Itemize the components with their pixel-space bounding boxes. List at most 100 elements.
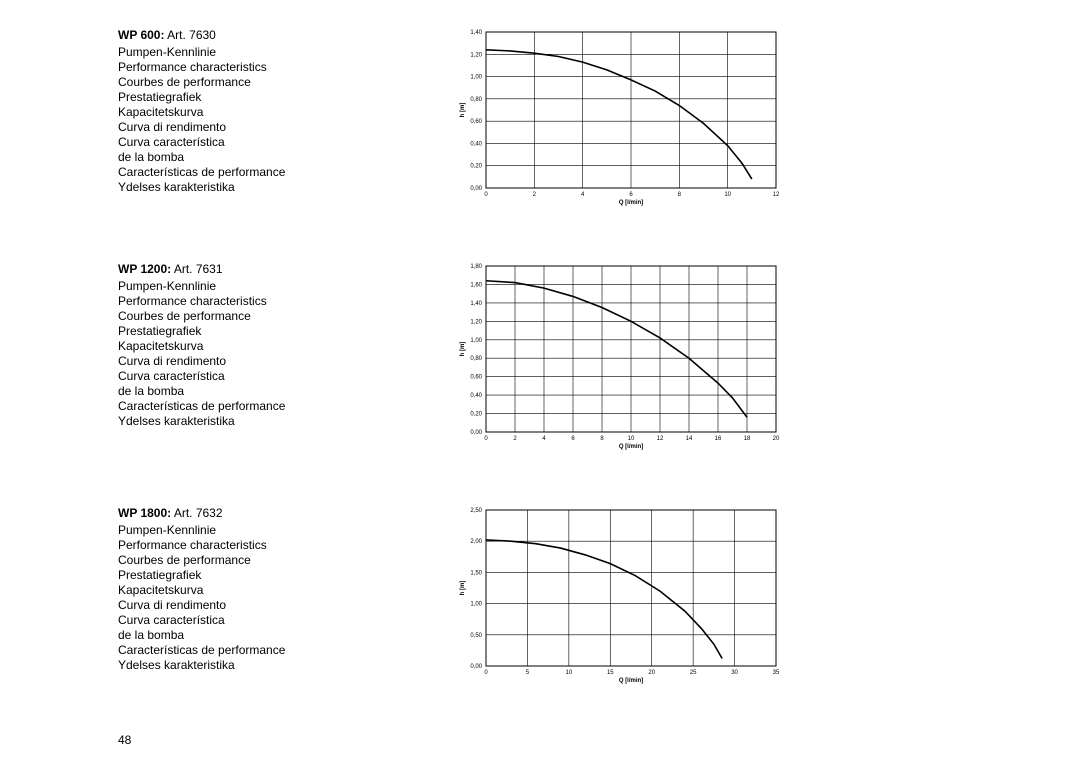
svg-text:2: 2 — [533, 192, 537, 198]
description-line: Performance characteristics — [118, 294, 458, 309]
text-column: WP 1200: Art. 7631 Pumpen-KennliniePerfor… — [118, 262, 458, 429]
description-line: Características de performance — [118, 643, 458, 658]
svg-text:h [m]: h [m] — [460, 342, 466, 357]
description-line: Pumpen-Kennlinie — [118, 279, 458, 294]
svg-text:0,80: 0,80 — [470, 356, 482, 362]
svg-text:0,00: 0,00 — [470, 430, 482, 436]
description-line: Pumpen-Kennlinie — [118, 45, 458, 60]
description-line: Curva di rendimento — [118, 120, 458, 135]
svg-text:1,00: 1,00 — [470, 338, 482, 344]
description-line: Curva característica — [118, 369, 458, 384]
svg-text:0: 0 — [484, 436, 488, 442]
svg-text:1,00: 1,00 — [470, 75, 482, 81]
chart-column: 024681012141618200,000,200,400,600,801,0… — [458, 262, 1020, 452]
svg-text:14: 14 — [686, 436, 693, 442]
svg-text:0: 0 — [484, 192, 488, 198]
svg-text:1,20: 1,20 — [470, 52, 482, 58]
svg-text:0,00: 0,00 — [470, 664, 482, 670]
performance-chart: 051015202530350,000,501,001,502,002,50Q … — [458, 506, 780, 686]
performance-chart: 0 2 4 6 8 10 12 0,00 0,20 0,40 0,60 0,80 1,00 1,20 1,4… — [458, 28, 780, 208]
svg-text:2: 2 — [513, 436, 517, 442]
description-line: Ydelses karakteristika — [118, 658, 458, 673]
svg-text:12: 12 — [657, 436, 664, 442]
svg-text:Q [l/min]: Q [l/min] — [619, 200, 643, 206]
svg-text:18: 18 — [744, 436, 751, 442]
description-line: Kapacitetskurva — [118, 339, 458, 354]
svg-text:h [m]: h [m] — [460, 581, 466, 596]
svg-text:0: 0 — [484, 670, 488, 676]
svg-text:1,20: 1,20 — [470, 319, 482, 325]
description-line: Ydelses karakteristika — [118, 414, 458, 429]
description-line: de la bomba — [118, 628, 458, 643]
svg-text:4: 4 — [542, 436, 546, 442]
section-wp1200: WP 1200: Art. 7631 Pumpen-KennliniePerfor… — [118, 262, 1020, 452]
svg-text:10: 10 — [628, 436, 635, 442]
svg-text:0,60: 0,60 — [470, 375, 482, 381]
svg-text:1,40: 1,40 — [470, 30, 482, 36]
svg-text:30: 30 — [731, 670, 738, 676]
svg-text:1,60: 1,60 — [470, 282, 482, 288]
heading-bold: WP 1200: — [118, 262, 171, 276]
chart-heading: WP 600: Art. 7630 — [118, 28, 458, 43]
svg-text:h [m]: h [m] — [460, 103, 466, 118]
svg-text:1,40: 1,40 — [470, 301, 482, 307]
heading-rest: Art. 7631 — [171, 262, 222, 276]
section-wp1800: WP 1800: Art. 7632 Pumpen-KennliniePerfor… — [118, 506, 1020, 686]
svg-text:0,60: 0,60 — [470, 119, 482, 125]
svg-text:0,40: 0,40 — [470, 141, 482, 147]
page: WP 600: Art. 7630Pumpen-KennliniePerform… — [0, 0, 1080, 763]
description-line: Características de performance — [118, 399, 458, 414]
svg-text:5: 5 — [526, 670, 530, 676]
description-line: Courbes de performance — [118, 75, 458, 90]
description-line: de la bomba — [118, 150, 458, 165]
svg-text:6: 6 — [629, 192, 633, 198]
svg-text:16: 16 — [715, 436, 722, 442]
heading-rest: Art. 7632 — [171, 506, 222, 520]
description-line: Curva característica — [118, 135, 458, 150]
description-line: Curva di rendimento — [118, 354, 458, 369]
svg-text:1,80: 1,80 — [470, 264, 482, 270]
svg-text:20: 20 — [648, 670, 655, 676]
chart-column: 0 2 4 6 8 10 12 0,00 0,20 0,40 0,60 0,80 1,00 1,20 1,4… — [458, 28, 1020, 208]
description-line: Prestatiegrafiek — [118, 324, 458, 339]
svg-text:25: 25 — [690, 670, 697, 676]
svg-text:0,80: 0,80 — [470, 97, 482, 103]
performance-chart: 024681012141618200,000,200,400,600,801,0… — [458, 262, 780, 452]
heading-rest: Art. 7630 — [164, 28, 215, 42]
description-line: Ydelses karakteristika — [118, 180, 458, 195]
description-line: Características de performance — [118, 165, 458, 180]
svg-text:8: 8 — [600, 436, 604, 442]
svg-text:2,50: 2,50 — [470, 508, 482, 514]
chart-heading: WP 1800: Art. 7632 — [118, 506, 458, 521]
description-line: de la bomba — [118, 384, 458, 399]
svg-text:4: 4 — [581, 192, 585, 198]
section-wp600: WP 600: Art. 7630 Pumpen-KennliniePerform… — [118, 28, 1020, 208]
svg-text:10: 10 — [724, 192, 731, 198]
text-column: WP 1800: Art. 7632 Pumpen-KennliniePerfor… — [118, 506, 458, 673]
description-line: Performance characteristics — [118, 60, 458, 75]
description-line: Courbes de performance — [118, 553, 458, 568]
svg-text:8: 8 — [678, 192, 682, 198]
svg-text:1,00: 1,00 — [470, 602, 482, 608]
heading-bold: WP 1800: — [118, 506, 171, 520]
svg-text:0,00: 0,00 — [470, 186, 482, 192]
svg-text:6: 6 — [571, 436, 575, 442]
svg-text:12: 12 — [773, 192, 780, 198]
description-line: Pumpen-Kennlinie — [118, 523, 458, 538]
description-line: Kapacitetskurva — [118, 583, 458, 598]
svg-text:0,50: 0,50 — [470, 633, 482, 639]
description-line: Performance characteristics — [118, 538, 458, 553]
svg-text:10: 10 — [566, 670, 573, 676]
heading-bold: WP 600: — [118, 28, 164, 42]
svg-text:0,20: 0,20 — [470, 412, 482, 418]
description-line: Prestatiegrafiek — [118, 568, 458, 583]
chart-column: 051015202530350,000,501,001,502,002,50Q … — [458, 506, 1020, 686]
svg-text:Q [l/min]: Q [l/min] — [619, 678, 643, 684]
page-number: 48 — [118, 733, 131, 747]
chart-heading: WP 1200: Art. 7631 — [118, 262, 458, 277]
svg-text:0,20: 0,20 — [470, 164, 482, 170]
svg-text:35: 35 — [773, 670, 780, 676]
description-line: Prestatiegrafiek — [118, 90, 458, 105]
svg-text:1,50: 1,50 — [470, 570, 482, 576]
svg-text:15: 15 — [607, 670, 614, 676]
